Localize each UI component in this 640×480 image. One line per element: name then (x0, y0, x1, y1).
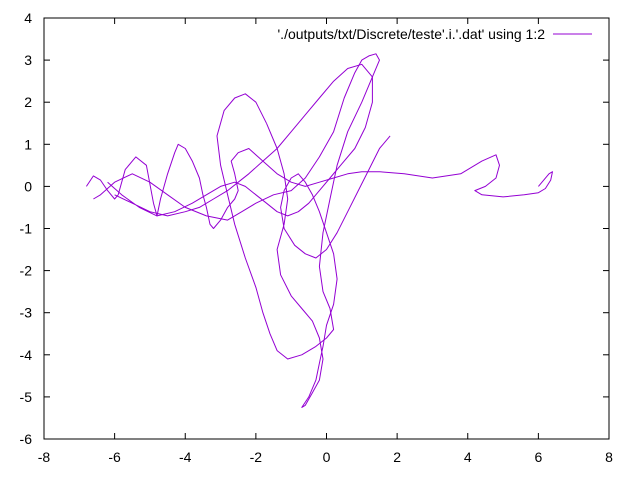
y-tick-label: -4 (20, 347, 33, 363)
x-tick-label: -2 (250, 449, 263, 465)
series-line (107, 63, 373, 217)
x-tick-label: -4 (179, 449, 192, 465)
plot-frame (43, 17, 610, 440)
legend: './outputs/txt/Discrete/teste'.i.'.dat' … (278, 26, 592, 42)
y-tick-label: 4 (24, 10, 32, 26)
x-tick-label: -6 (108, 449, 121, 465)
y-tick-label: 1 (24, 136, 32, 152)
plot-lines (85, 53, 553, 408)
x-tick-label: 2 (393, 449, 401, 465)
y-tick-label: -3 (20, 305, 33, 321)
y-tick-label: 3 (24, 52, 32, 68)
y-tick-label: 0 (24, 178, 32, 194)
series-line (266, 123, 391, 408)
x-tick-label: 0 (323, 449, 331, 465)
axis-tick-labels: -8 -6 -4 -2 0 2 4 6 8 -6 -5 -4 -3 -2 -1 0 1 2 3 4 (20, 10, 614, 465)
y-tick-label: -1 (20, 221, 33, 237)
legend-label: './outputs/txt/Discrete/teste'.i.'.dat' … (278, 26, 546, 42)
x-tick-label: 8 (605, 449, 613, 465)
series-line (93, 53, 380, 360)
y-tick-label: 2 (24, 94, 32, 110)
y-tick-label: -5 (20, 389, 33, 405)
x-tick-label: -8 (38, 449, 51, 465)
series-line (85, 143, 553, 229)
axis-ticks (43, 17, 610, 440)
x-tick-label: 4 (464, 449, 472, 465)
x-tick-label: 6 (534, 449, 542, 465)
y-tick-label: -6 (20, 431, 33, 447)
y-tick-label: -2 (20, 263, 33, 279)
